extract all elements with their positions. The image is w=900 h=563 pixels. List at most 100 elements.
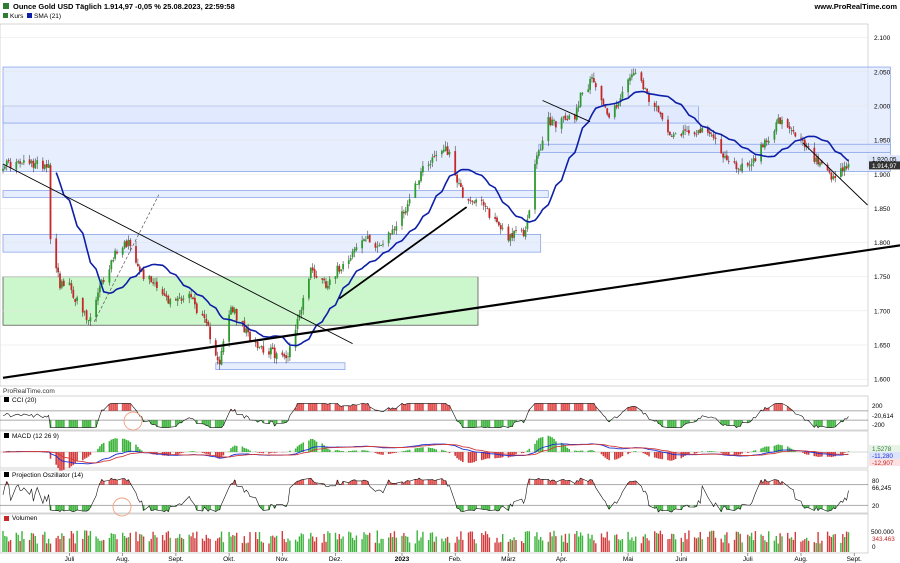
y-tick-label: 2.050 [874,69,891,76]
candle-body [108,269,111,283]
candle-body [726,155,728,160]
candle-body [376,246,379,248]
trendline-5[interactable] [802,142,868,206]
trendline-2[interactable] [2,163,353,345]
candle-body [137,263,139,267]
candle-body [781,119,783,125]
candle-body [336,265,339,277]
candle-body [408,199,411,204]
candle-body [765,140,768,142]
candle-body [114,250,116,259]
macd-signal-tag [869,459,900,466]
candle-body [754,158,757,161]
candle-body [720,139,723,154]
candlestick-series [2,68,850,370]
trendline-4[interactable] [542,100,591,123]
candle-body [422,165,424,173]
candle-body [513,230,515,239]
candle-body [830,172,833,180]
volume-icon [4,516,9,521]
candle-body [365,239,367,241]
projection-line [2,477,849,513]
last-price-label: 1.914,97 [872,163,897,170]
candle-body [604,106,607,108]
legend-sma-swatch [27,13,32,18]
candle-body [631,74,633,78]
candle-body [287,356,289,358]
trendline-1[interactable] [2,238,900,379]
candle-body [469,200,472,202]
candle-body [420,171,422,182]
candle-body [707,127,709,133]
candle-body [790,130,793,132]
x-tick-label: Juli [743,556,753,563]
candle-body [501,227,504,229]
macd-icon [4,433,9,438]
candle-body [315,275,318,278]
candle-body [581,93,584,94]
candle-body [232,307,234,313]
candle-body [520,229,523,231]
candle-body [382,243,384,245]
candle-body [325,281,327,288]
trendline-3[interactable] [338,206,468,300]
candle-body [404,210,407,214]
candle-body [416,184,419,185]
candle-body [294,329,297,348]
volume-y-tick: 0 [872,544,876,551]
candle-body [722,153,724,158]
candle-body [349,258,352,261]
candle-body [699,128,702,133]
candle-body [380,245,382,246]
candle-body [659,112,662,115]
candle-body [182,298,185,300]
candle-body [235,308,238,321]
y-tick-label: 1.900 [874,172,891,179]
candle-body [575,107,578,120]
candle-body [207,321,210,326]
candle-body [165,294,168,297]
candle-body [541,140,544,150]
candle-body [629,77,631,81]
candle-body [528,210,531,219]
cci-y-tick: 200 [872,403,883,410]
price-zone-6 [215,362,346,370]
x-tick-label: Juni [675,556,687,563]
candle-body [296,319,299,330]
volume-y-tick: 500.000 [871,529,894,536]
candle-body [36,160,39,164]
candle-body [353,249,356,253]
candle-body [448,151,451,155]
candle-body [488,208,491,218]
candle-body [361,240,363,249]
candle-body [61,281,63,288]
dashed-trendline[interactable] [93,194,160,322]
candle-body [363,239,365,242]
x-tick-label: Okt. [223,556,235,563]
candle-body [142,269,145,280]
candle-body [156,281,158,289]
cci-title: CCI (20) [12,397,37,404]
candle-body [190,294,192,298]
legend-kurs[interactable]: Kurs [10,13,24,20]
candle-body [695,134,698,136]
y-tick-label: 2.100 [874,35,891,42]
candle-body [807,146,810,148]
candle-body [270,347,272,355]
candle-body [511,233,514,238]
candle-body [21,163,23,165]
macd-signal-line [3,443,849,464]
candle-body [161,289,164,295]
candle-body [76,297,78,301]
candle-body [23,160,25,163]
candle-body [2,168,4,171]
candle-body [366,235,369,240]
candle-body [427,164,430,166]
candle-body [819,162,821,166]
candle-body [220,351,223,365]
candle-body [323,278,325,281]
legend-sma[interactable]: SMA (21) [34,13,61,20]
candle-body [233,309,236,314]
candle-body [442,149,445,152]
